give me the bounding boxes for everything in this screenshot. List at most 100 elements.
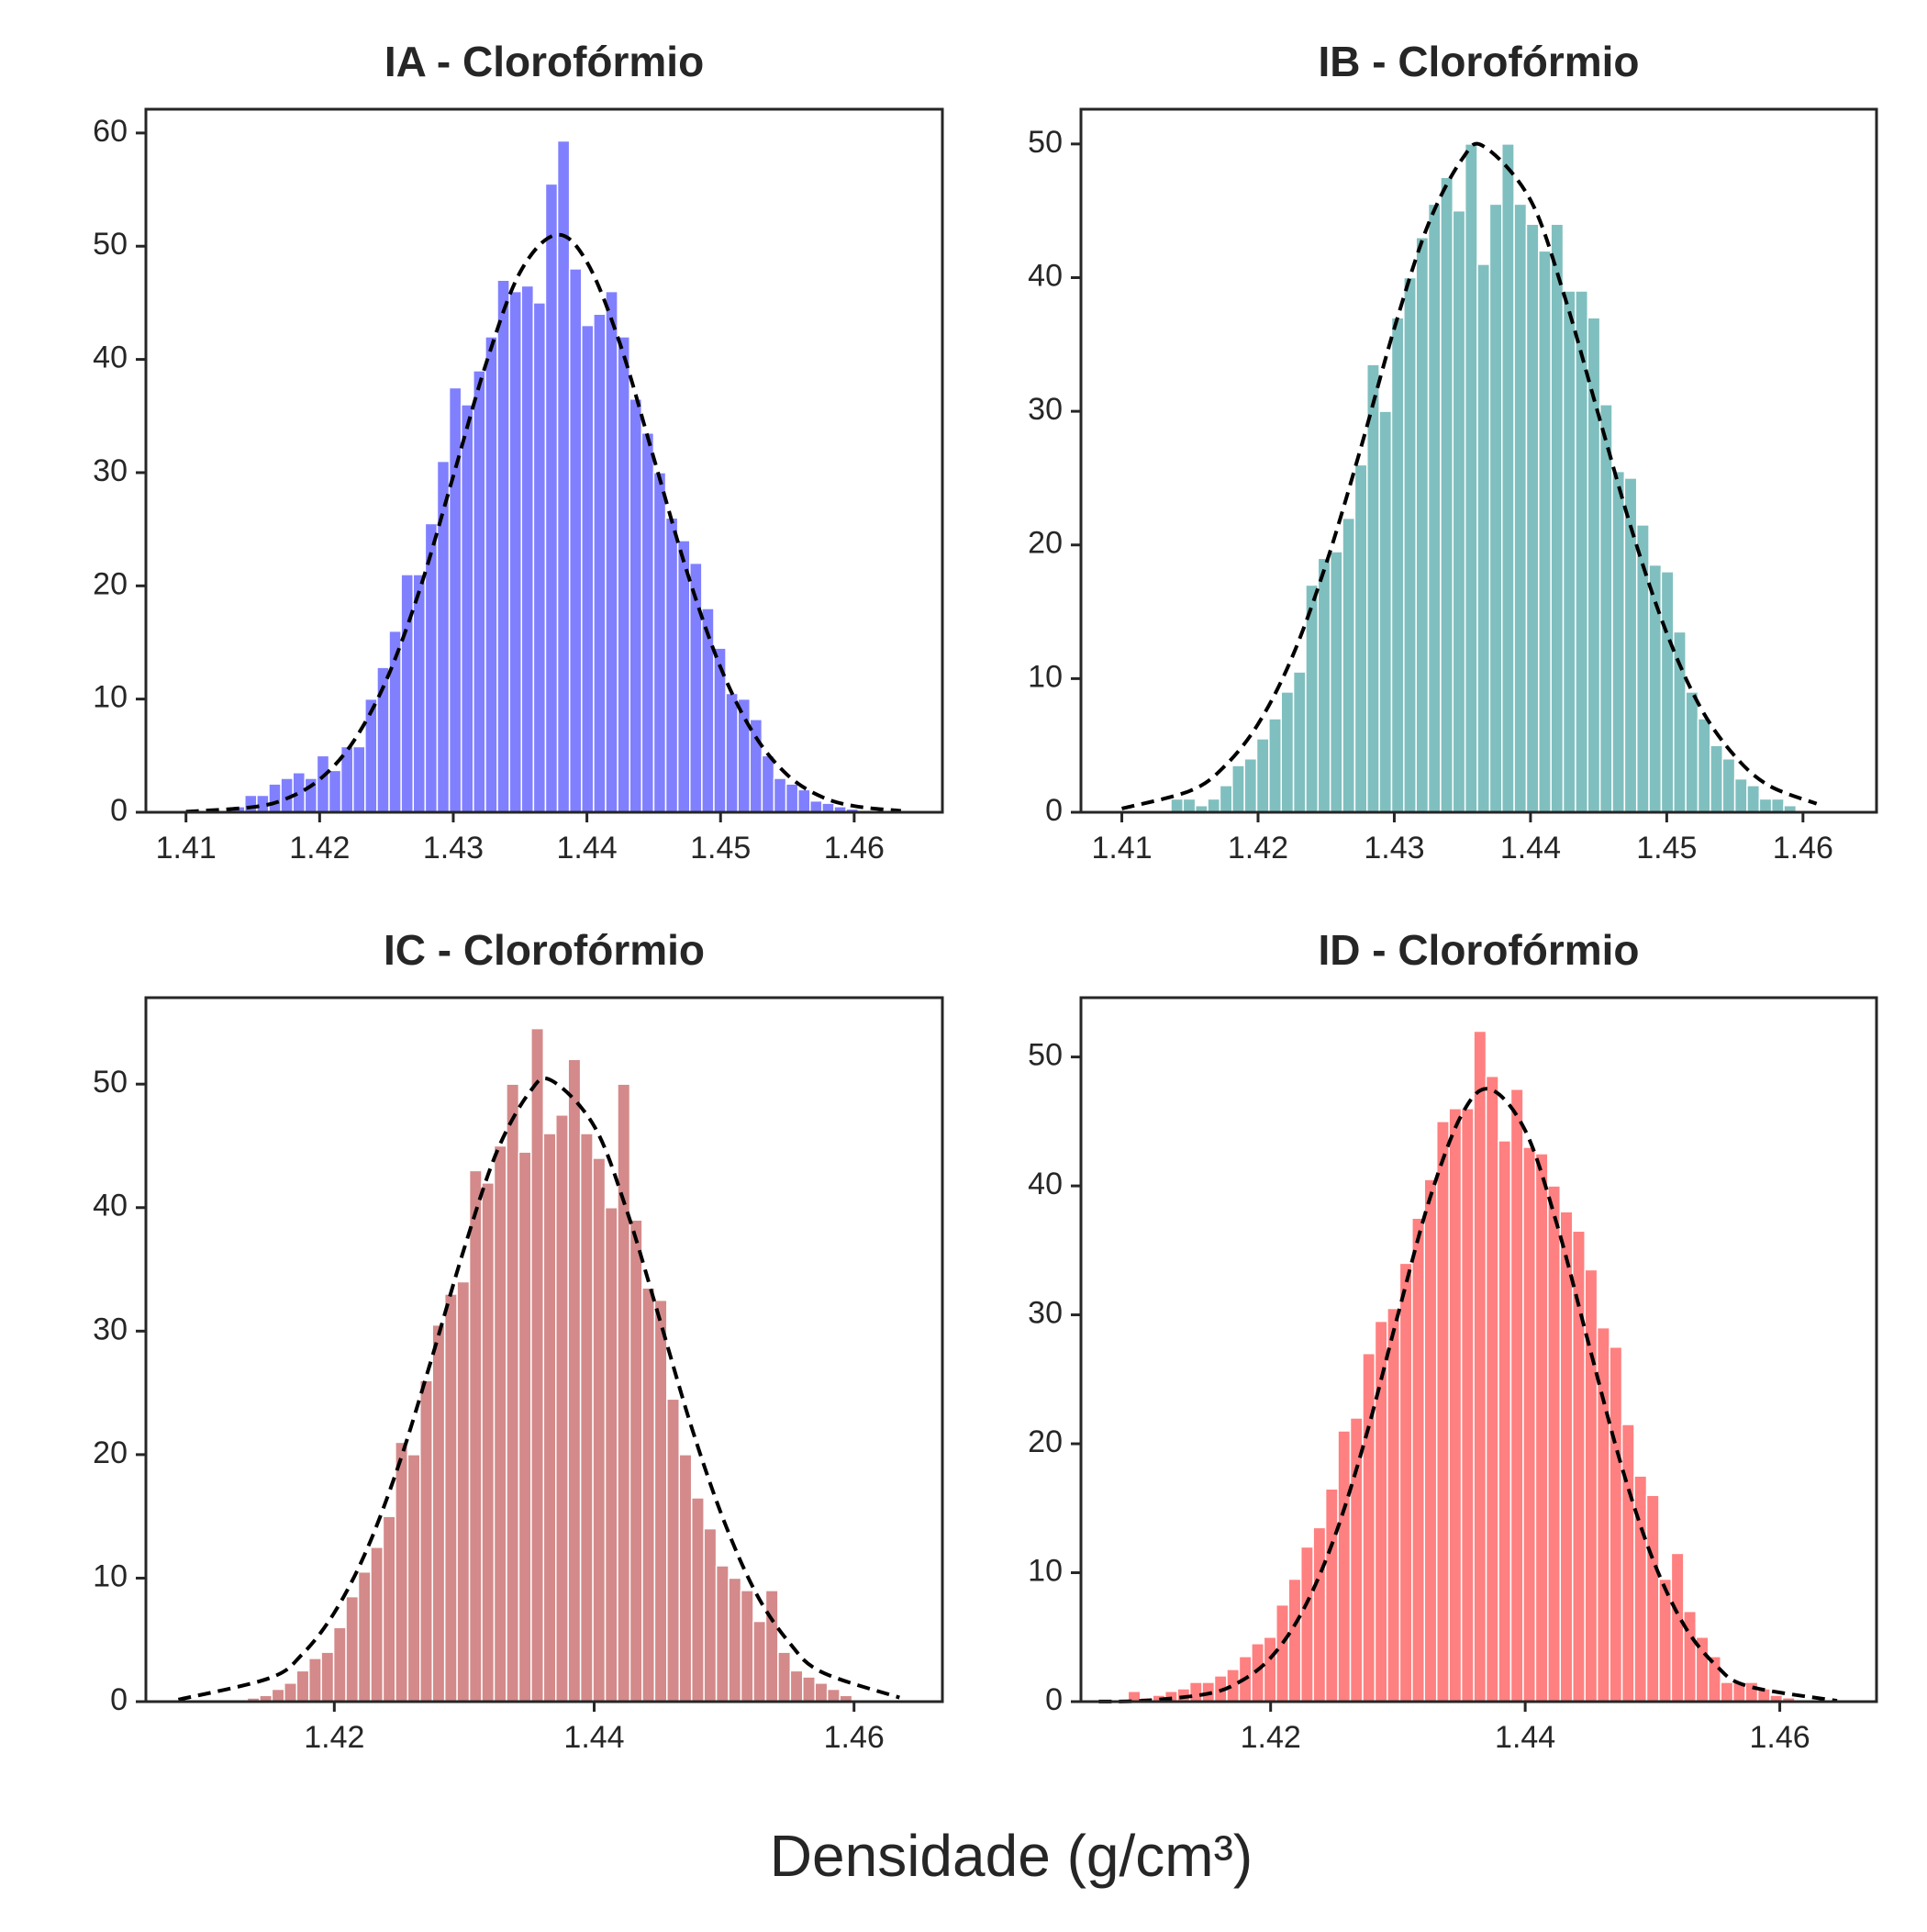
y-tick-label: 40	[93, 341, 128, 375]
axes-frame	[1079, 996, 1878, 1703]
histogram-bar	[1427, 203, 1442, 813]
histogram-bar	[690, 1497, 705, 1703]
histogram-bar	[1448, 1108, 1463, 1703]
histogram-bar	[1342, 517, 1356, 813]
histogram-bar	[473, 370, 486, 813]
histogram-bar	[1170, 798, 1185, 813]
histogram-bar	[556, 140, 571, 813]
histogram-bar	[1534, 1153, 1549, 1703]
y-tick-label: 50	[1028, 1038, 1063, 1073]
histogram-bar	[1378, 410, 1393, 813]
histogram-bar	[1182, 798, 1197, 813]
histogram-bar	[1485, 1075, 1499, 1703]
x-axis-label: Densidade (g/cm³)	[770, 1823, 1253, 1889]
histogram-bar	[1390, 317, 1405, 813]
histogram-bar	[1287, 1578, 1302, 1703]
y-tick-label: 40	[93, 1189, 128, 1223]
x-tick-label: 1.46	[824, 831, 885, 865]
x-tick-label: 1.46	[1749, 1720, 1810, 1755]
histogram-bar	[567, 1058, 582, 1703]
panel-title: ID - Clorofórmio	[1318, 926, 1639, 974]
histogram-bar	[1251, 1643, 1265, 1703]
histogram-bar	[1611, 470, 1626, 813]
histogram-bar	[1710, 744, 1723, 813]
axes-frame	[144, 107, 944, 814]
y-tick-label: 50	[93, 227, 128, 262]
histogram-bar	[508, 290, 522, 813]
y-tick-label: 40	[1028, 1167, 1063, 1201]
fit-curve	[177, 1076, 900, 1702]
histogram-bar	[1362, 1352, 1376, 1703]
histogram-bar	[1673, 631, 1687, 813]
x-tick-label: 1.42	[304, 1720, 364, 1755]
histogram-bar	[1685, 691, 1699, 813]
histogram-bar	[1758, 798, 1773, 813]
histogram-bar	[1660, 571, 1675, 813]
x-tick-label: 1.44	[1495, 1720, 1555, 1755]
histogram-bar	[1263, 1636, 1277, 1703]
y-tick-label: 20	[1028, 526, 1063, 561]
fit-curve	[1121, 141, 1818, 810]
histogram-bar	[728, 1577, 742, 1703]
y-tick-label: 10	[93, 1558, 128, 1593]
y-tick-label: 50	[1028, 125, 1063, 160]
histogram-bar	[1547, 1185, 1562, 1703]
y-tick-label: 10	[1028, 1554, 1063, 1589]
histogram-bar	[1720, 1681, 1734, 1703]
histogram-bar	[640, 432, 655, 813]
histogram-bar	[1525, 223, 1540, 813]
histogram-bar	[676, 540, 691, 813]
histogram-bar	[1770, 798, 1785, 813]
histogram-bar	[1312, 1526, 1327, 1703]
histogram-bar	[652, 472, 667, 813]
histogram-bar	[357, 1570, 372, 1703]
x-tick-label: 1.44	[1500, 831, 1561, 865]
histogram-bar	[1744, 1681, 1759, 1703]
histogram-bar	[749, 719, 763, 813]
histogram-bar	[1538, 250, 1552, 813]
histogram-bar	[604, 1207, 618, 1703]
histogram-bar	[629, 1219, 643, 1703]
histogram-bar	[1500, 143, 1515, 813]
histogram-bar	[456, 1280, 471, 1703]
histogram-bar	[1255, 738, 1270, 813]
histogram-bar	[1746, 785, 1761, 813]
panel-title: IA - Clorofórmio	[384, 38, 704, 85]
histogram-bar	[1329, 551, 1343, 813]
histogram-bar	[764, 1590, 779, 1703]
x-tick-label: 1.45	[690, 831, 751, 865]
axes-frame	[144, 996, 944, 1703]
histogram-bar	[1207, 798, 1221, 813]
histogram-bar	[773, 777, 787, 813]
y-tick-label: 0	[1045, 1682, 1063, 1717]
histogram-bar	[1435, 1121, 1450, 1703]
x-tick-label: 1.41	[1091, 831, 1152, 865]
histogram-bar	[703, 1527, 718, 1703]
histogram-bar	[382, 1515, 396, 1703]
histogram-bar	[244, 794, 258, 813]
histogram-bar	[1513, 203, 1528, 813]
x-tick-label: 1.42	[1228, 831, 1288, 865]
histogram-bar	[320, 1651, 335, 1703]
histogram-bar	[351, 745, 366, 813]
histogram-bar	[530, 1027, 545, 1703]
histogram-bar	[1452, 209, 1466, 813]
histogram-bar	[1219, 785, 1233, 813]
histogram-bar	[1559, 1211, 1574, 1703]
y-tick-label: 50	[93, 1065, 128, 1100]
x-tick-label: 1.46	[824, 1720, 885, 1755]
histogram-bar	[761, 754, 775, 813]
histogram-bar	[1349, 1417, 1364, 1703]
histogram-bar	[752, 1620, 767, 1703]
histogram-bar	[443, 1293, 458, 1703]
histogram-bar	[1440, 176, 1454, 813]
histogram-bar	[1243, 757, 1258, 813]
y-tick-label: 20	[1028, 1424, 1063, 1459]
histogram-bar	[1403, 276, 1417, 813]
histogram-bar	[1658, 1578, 1673, 1703]
histogram-bar	[1280, 691, 1295, 813]
histogram-bar	[664, 517, 679, 813]
y-tick-label: 0	[110, 793, 128, 828]
x-tick-label: 1.46	[1773, 831, 1833, 865]
